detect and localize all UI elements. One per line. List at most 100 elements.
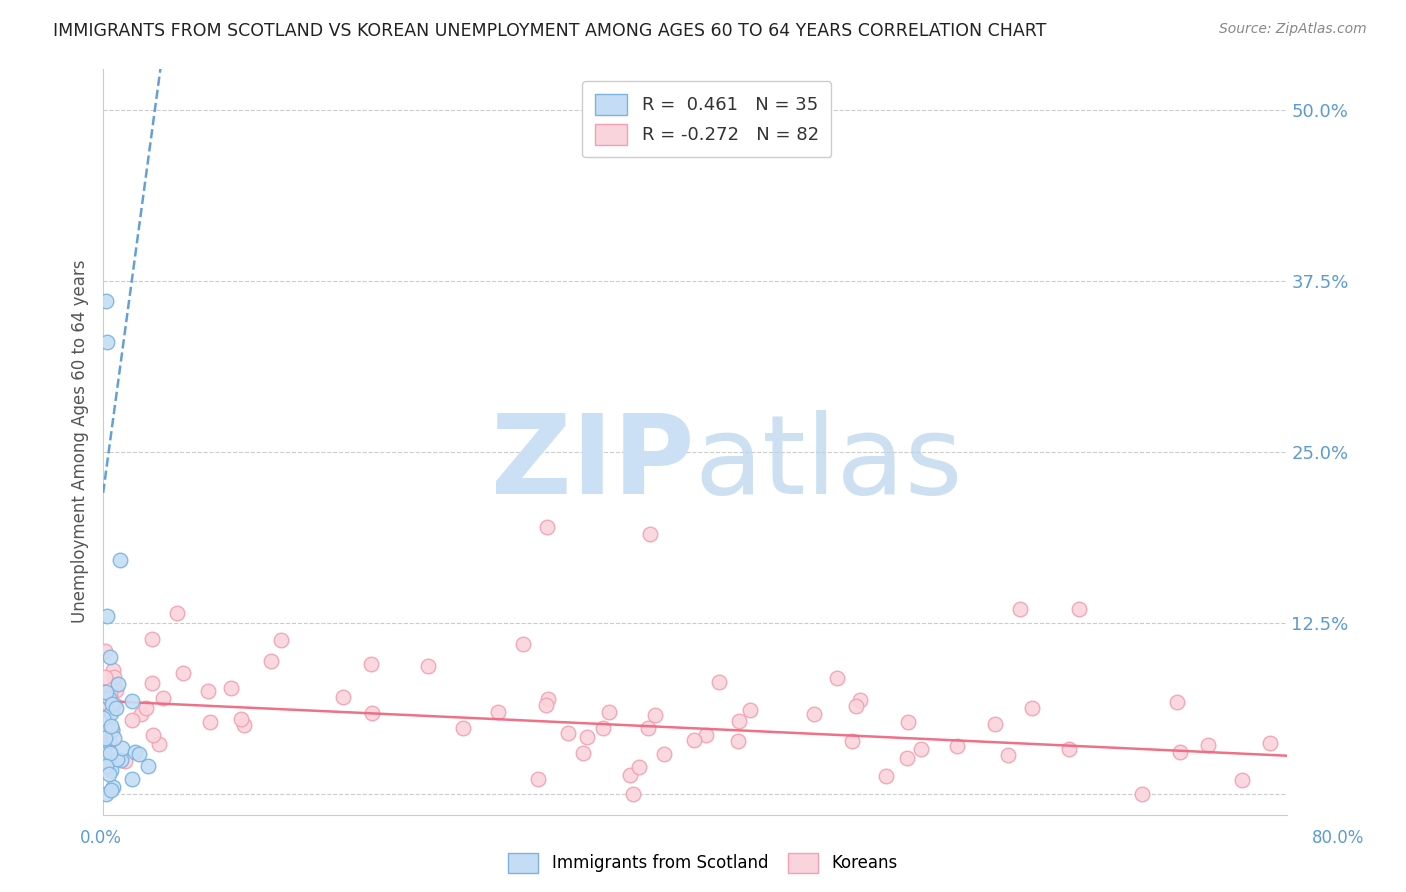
- Point: [98, 687, 121, 701]
- Point: [536, 698, 558, 712]
- Y-axis label: Unemployment Among Ages 60 to 64 years: Unemployment Among Ages 60 to 64 years: [72, 260, 89, 624]
- Point: [197, 684, 219, 698]
- Point: [644, 708, 666, 723]
- Legend: Immigrants from Scotland, Koreans: Immigrants from Scotland, Koreans: [502, 847, 904, 880]
- Point: [94, 644, 117, 658]
- Point: [173, 666, 195, 681]
- Point: [946, 739, 969, 753]
- Text: IMMIGRANTS FROM SCOTLAND VS KOREAN UNEMPLOYMENT AMONG AGES 60 TO 64 YEARS CORREL: IMMIGRANTS FROM SCOTLAND VS KOREAN UNEMP…: [53, 22, 1047, 40]
- Point: [107, 677, 129, 691]
- Point: [108, 553, 131, 567]
- Point: [1132, 787, 1154, 801]
- Point: [652, 747, 675, 762]
- Point: [910, 741, 932, 756]
- Point: [114, 754, 136, 768]
- Point: [96, 754, 118, 768]
- Point: [100, 719, 122, 733]
- Point: [96, 703, 118, 717]
- Point: [93, 747, 115, 761]
- Point: [105, 683, 128, 698]
- Point: [361, 706, 384, 720]
- Point: [134, 701, 156, 715]
- Point: [575, 730, 598, 744]
- Point: [233, 717, 256, 731]
- Point: [121, 714, 143, 728]
- Point: [101, 780, 124, 794]
- Point: [1010, 602, 1032, 616]
- Point: [105, 700, 128, 714]
- Point: [142, 728, 165, 742]
- Point: [360, 657, 382, 671]
- Point: [121, 694, 143, 708]
- Point: [198, 714, 221, 729]
- Point: [93, 695, 115, 709]
- Point: [101, 723, 124, 737]
- Point: [96, 608, 118, 623]
- Point: [825, 672, 848, 686]
- Point: [592, 722, 614, 736]
- Point: [97, 767, 120, 781]
- Point: [110, 753, 132, 767]
- Point: [136, 758, 159, 772]
- Point: [416, 659, 439, 673]
- Point: [270, 633, 292, 648]
- Point: [124, 745, 146, 759]
- Point: [96, 787, 118, 801]
- Point: [557, 726, 579, 740]
- Point: [121, 772, 143, 786]
- Point: [231, 712, 253, 726]
- Text: Source: ZipAtlas.com: Source: ZipAtlas.com: [1219, 22, 1367, 37]
- Point: [94, 731, 117, 745]
- Point: [96, 335, 118, 350]
- Point: [1258, 736, 1281, 750]
- Point: [619, 768, 641, 782]
- Point: [100, 783, 122, 797]
- Point: [1166, 695, 1188, 709]
- Point: [695, 728, 717, 742]
- Point: [738, 703, 761, 717]
- Point: [512, 636, 534, 650]
- Point: [141, 675, 163, 690]
- Point: [997, 747, 1019, 762]
- Text: atlas: atlas: [695, 410, 963, 517]
- Point: [98, 746, 121, 760]
- Point: [875, 769, 897, 783]
- Point: [621, 787, 644, 801]
- Point: [100, 763, 122, 777]
- Point: [152, 690, 174, 705]
- Text: 0.0%: 0.0%: [80, 829, 122, 847]
- Point: [129, 707, 152, 722]
- Point: [101, 698, 124, 712]
- Point: [260, 655, 283, 669]
- Point: [1197, 738, 1219, 752]
- Point: [1170, 746, 1192, 760]
- Point: [101, 664, 124, 678]
- Point: [101, 699, 124, 714]
- Point: [141, 632, 163, 647]
- Point: [848, 693, 870, 707]
- Point: [845, 698, 868, 713]
- Point: [94, 294, 117, 309]
- Point: [103, 731, 125, 746]
- Point: [128, 747, 150, 761]
- Point: [100, 706, 122, 721]
- Point: [451, 721, 474, 735]
- Point: [103, 670, 125, 684]
- Point: [98, 650, 121, 665]
- Point: [727, 734, 749, 748]
- Point: [100, 723, 122, 738]
- Point: [332, 690, 354, 705]
- Point: [1069, 602, 1091, 616]
- Point: [219, 681, 242, 696]
- Point: [94, 685, 117, 699]
- Point: [148, 737, 170, 751]
- Point: [94, 759, 117, 773]
- Text: 80.0%: 80.0%: [1312, 829, 1365, 847]
- Point: [93, 711, 115, 725]
- Point: [527, 772, 550, 786]
- Point: [536, 520, 558, 534]
- Point: [896, 751, 918, 765]
- Point: [97, 734, 120, 748]
- Point: [537, 692, 560, 706]
- Point: [897, 714, 920, 729]
